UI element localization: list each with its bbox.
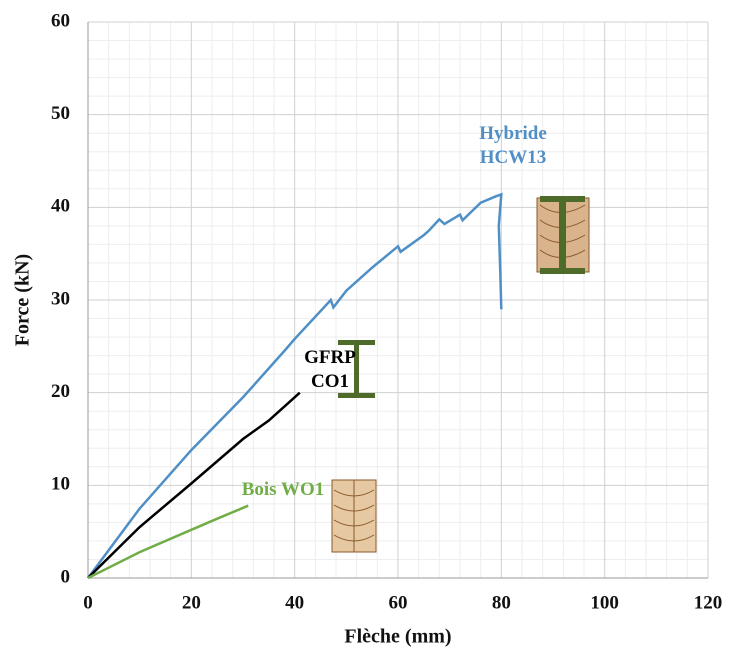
data-line [86, 192, 503, 579]
y-tick-label: 10 [51, 474, 70, 495]
y-tick-label: 60 [51, 10, 70, 31]
y-tick-label: 40 [51, 196, 70, 217]
x-tick-label: 40 [285, 592, 304, 613]
x-tick-label: 60 [389, 592, 408, 613]
section-icon [338, 340, 375, 398]
x-tick-label: 100 [590, 592, 619, 613]
y-tick-label: 0 [61, 566, 71, 587]
x-tick-label: 80 [492, 592, 511, 613]
y-tick-label: 50 [51, 103, 70, 124]
y-tick-label: 20 [51, 381, 70, 402]
section-icon [331, 479, 377, 553]
y-tick-label: 30 [51, 288, 70, 309]
x-tick-label: 120 [694, 592, 723, 613]
grid [87, 21, 709, 579]
series-label: Hybride HCW13 [479, 123, 547, 168]
series-label: GFRP CO1 [304, 347, 356, 392]
data-line [87, 504, 249, 580]
x-axis-title: Flèche (mm) [344, 626, 451, 648]
data-line [87, 391, 301, 579]
section-icon [536, 196, 590, 274]
y-axis-title: Force (kN) [12, 254, 34, 346]
x-tick-label: 20 [182, 592, 201, 613]
series-label: Bois WO1 [241, 479, 325, 500]
x-tick-label: 0 [83, 592, 93, 613]
